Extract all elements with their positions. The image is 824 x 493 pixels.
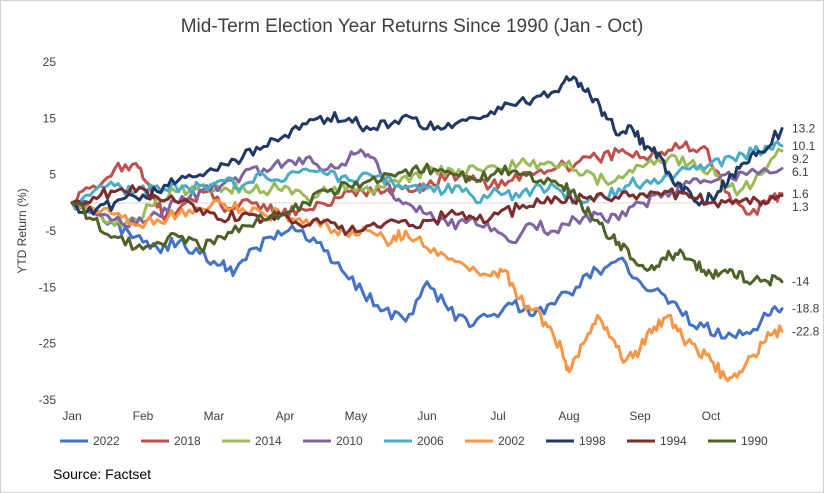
series-line-1998	[70, 75, 784, 216]
end-label-2002: -22.8	[792, 324, 820, 338]
end-label-2010: 6.1	[792, 165, 809, 179]
legend-item-1990: 1990	[708, 434, 768, 448]
y-tick-label: -15	[39, 280, 57, 294]
series-line-1990	[70, 162, 784, 287]
series-line-1994	[70, 184, 784, 236]
legend-label: 1990	[741, 434, 768, 448]
end-label-1990: -14	[792, 275, 810, 289]
chart-title: Mid-Term Election Year Returns Since 199…	[180, 16, 644, 37]
legend-item-2018: 2018	[141, 434, 201, 448]
legend-item-2010: 2010	[303, 434, 363, 448]
y-axis-label: YTD Return (%)	[15, 188, 29, 273]
legend-item-2006: 2006	[384, 434, 444, 448]
series-line-2022	[70, 199, 784, 340]
y-axis: 25 15 5 -5 -15 -25 -35 YTD Return (%)	[15, 55, 782, 407]
end-label-2018: 1.6	[792, 187, 809, 201]
y-tick-label: -35	[39, 393, 57, 407]
legend-item-2022: 2022	[60, 434, 120, 448]
end-label-1994: 1.3	[792, 200, 809, 214]
legend-label: 2022	[93, 434, 120, 448]
legend-label: 2006	[417, 434, 444, 448]
legend-label: 2010	[336, 434, 363, 448]
end-label-2022: -18.8	[792, 302, 820, 316]
end-label-2006: 10.1	[792, 139, 816, 153]
y-tick-label: 5	[49, 168, 56, 182]
x-tick-label: Aug	[558, 409, 579, 423]
series-line-2006	[70, 140, 784, 205]
x-tick-label: Jan	[62, 409, 81, 423]
source-note: Source: Factset	[53, 466, 152, 482]
y-tick-label: -25	[39, 337, 57, 351]
end-label-1998: 13.2	[792, 121, 816, 135]
y-tick-label: 15	[43, 111, 57, 125]
series-lines	[70, 75, 784, 383]
end-labels: 13.2 10.19.26.1 1.61.3 -14 -18.8 -22.8	[792, 121, 820, 338]
legend-item-1994: 1994	[627, 434, 687, 448]
series-line-2002	[70, 198, 784, 383]
x-tick-label: Jul	[490, 409, 505, 423]
legend-item-2002: 2002	[465, 434, 525, 448]
y-tick-label: -5	[45, 224, 56, 238]
legend-label: 2018	[174, 434, 201, 448]
legend-item-2014: 2014	[222, 434, 282, 448]
x-tick-label: Feb	[133, 409, 154, 423]
legend: 2022 2018 2014 2010 2006 2002 1998 1994 1990	[60, 434, 768, 448]
end-label-2014: 9.2	[792, 152, 809, 166]
y-tick-label: 25	[43, 55, 57, 69]
x-tick-label: Jun	[417, 409, 436, 423]
legend-label: 1994	[660, 434, 687, 448]
x-tick-label: Mar	[204, 409, 225, 423]
legend-label: 2002	[498, 434, 525, 448]
x-tick-label: Oct	[702, 409, 721, 423]
x-axis: Jan Feb Mar Apr May Jun Jul Aug Sep Oct	[62, 409, 721, 423]
legend-item-1998: 1998	[546, 434, 606, 448]
x-tick-label: Sep	[629, 409, 651, 423]
legend-label: 2014	[255, 434, 282, 448]
x-tick-label: May	[345, 409, 368, 423]
x-tick-label: Apr	[276, 409, 295, 423]
legend-label: 1998	[579, 434, 606, 448]
